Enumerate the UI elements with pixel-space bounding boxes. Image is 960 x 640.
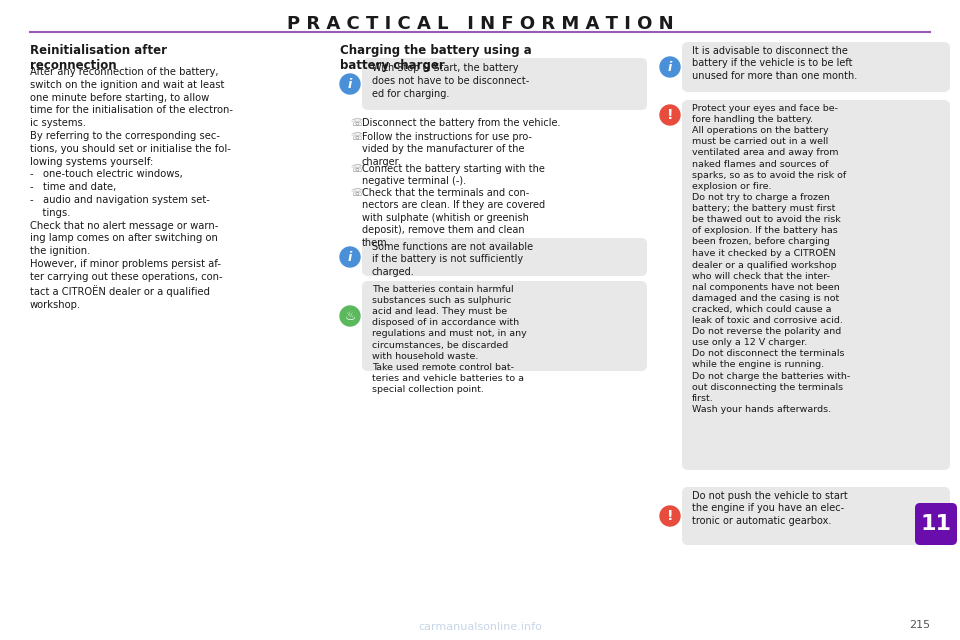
Text: P R A C T I C A L   I N F O R M A T I O N: P R A C T I C A L I N F O R M A T I O N xyxy=(287,15,673,33)
Text: After any reconnection of the battery,
switch on the ignition and wait at least
: After any reconnection of the battery, s… xyxy=(30,67,233,310)
FancyBboxPatch shape xyxy=(362,58,647,110)
Text: The batteries contain harmful
substances such as sulphuric
acid and lead. They m: The batteries contain harmful substances… xyxy=(372,285,527,394)
Text: !: ! xyxy=(667,108,673,122)
Text: Connect the battery starting with the
negative terminal (-).: Connect the battery starting with the ne… xyxy=(362,164,545,186)
Text: Charging the battery using a
battery charger: Charging the battery using a battery cha… xyxy=(340,44,532,72)
FancyBboxPatch shape xyxy=(915,503,957,545)
Text: ☏: ☏ xyxy=(350,164,363,174)
Text: carmanualsonline.info: carmanualsonline.info xyxy=(418,622,542,632)
Text: 215: 215 xyxy=(909,620,930,630)
Text: ☏: ☏ xyxy=(350,132,363,142)
Circle shape xyxy=(660,506,680,526)
Text: It is advisable to disconnect the
battery if the vehicle is to be left
unused fo: It is advisable to disconnect the batter… xyxy=(692,46,857,81)
FancyBboxPatch shape xyxy=(362,281,647,371)
Text: i: i xyxy=(668,61,672,74)
Text: Protect your eyes and face be-
fore handling the battery.
All operations on the : Protect your eyes and face be- fore hand… xyxy=(692,104,851,414)
FancyBboxPatch shape xyxy=(362,238,647,276)
Text: Follow the instructions for use pro-
vided by the manufacturer of the
charger.: Follow the instructions for use pro- vid… xyxy=(362,132,532,167)
FancyBboxPatch shape xyxy=(682,42,950,92)
Text: i: i xyxy=(348,77,352,90)
FancyBboxPatch shape xyxy=(682,487,950,545)
Text: !: ! xyxy=(667,509,673,523)
Text: ♨: ♨ xyxy=(345,310,355,323)
Text: Disconnect the battery from the vehicle.: Disconnect the battery from the vehicle. xyxy=(362,118,561,128)
Text: i: i xyxy=(348,250,352,264)
Text: With Stop & Start, the battery
does not have to be disconnect-
ed for charging.: With Stop & Start, the battery does not … xyxy=(372,63,529,99)
Text: Check that the terminals and con-
nectors are clean. If they are covered
with su: Check that the terminals and con- nector… xyxy=(362,188,545,248)
Text: 11: 11 xyxy=(921,514,951,534)
Text: Do not push the vehicle to start
the engine if you have an elec-
tronic or autom: Do not push the vehicle to start the eng… xyxy=(692,491,848,526)
Circle shape xyxy=(340,74,360,94)
Circle shape xyxy=(340,306,360,326)
Circle shape xyxy=(660,105,680,125)
Text: Some functions are not available
if the battery is not sufficiently
charged.: Some functions are not available if the … xyxy=(372,242,533,277)
Circle shape xyxy=(660,57,680,77)
Text: ☏: ☏ xyxy=(350,188,363,198)
Circle shape xyxy=(340,247,360,267)
FancyBboxPatch shape xyxy=(682,100,950,470)
Text: ☏: ☏ xyxy=(350,118,363,128)
Text: Reinitialisation after
reconnection: Reinitialisation after reconnection xyxy=(30,44,167,72)
